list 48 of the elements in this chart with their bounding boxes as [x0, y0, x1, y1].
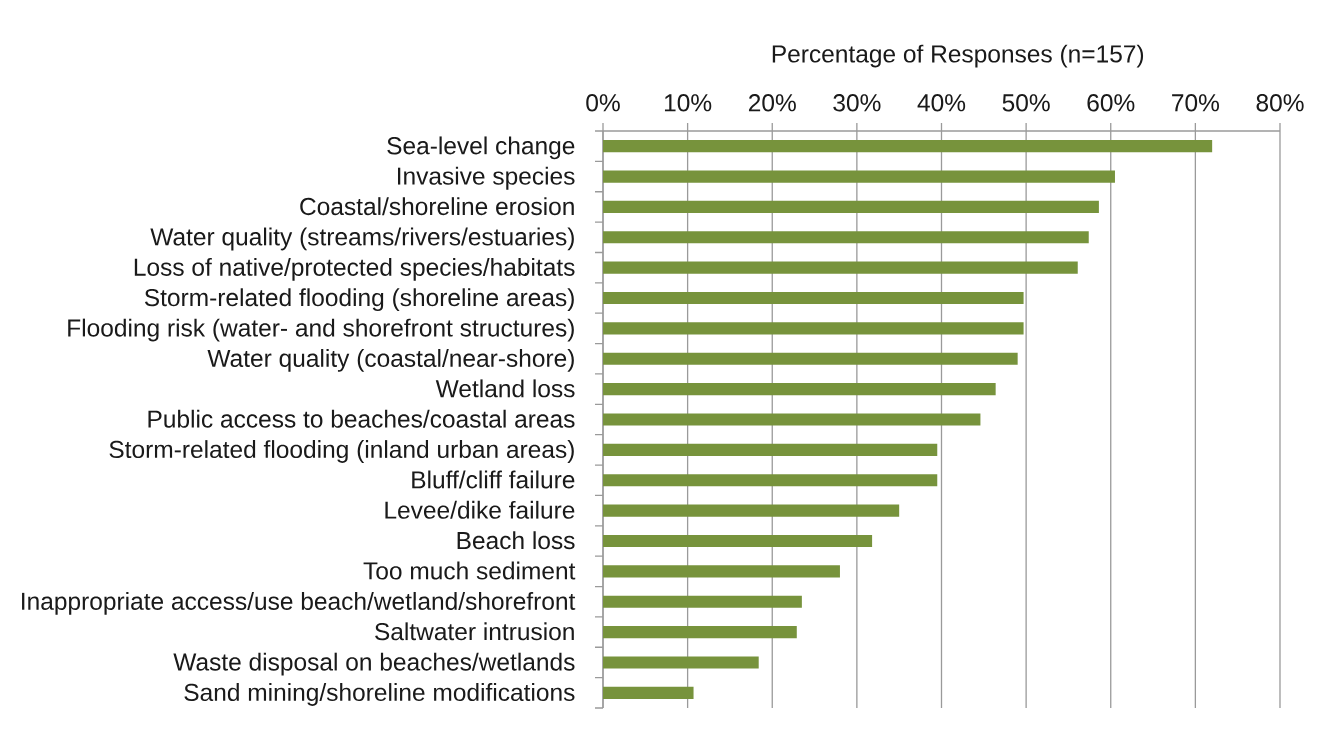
bar	[603, 170, 1115, 183]
y-tick-label: Public access to beaches/coastal areas	[148, 409, 575, 428]
bar	[603, 322, 1024, 335]
y-tick-label: Bluff/cliff failure	[412, 470, 575, 489]
x-tick-label: 20%	[748, 94, 796, 112]
bar	[603, 413, 981, 426]
y-tick-label: Coastal/shoreline erosion	[300, 197, 574, 216]
bar	[603, 474, 938, 487]
bar	[603, 291, 1024, 305]
x-axis-title: Percentage of Responses (n=157)	[772, 44, 1144, 68]
bar	[603, 200, 1099, 213]
y-tick-label: Waste disposal on beaches/wetlands	[173, 652, 575, 676]
bar	[603, 261, 1078, 274]
y-tick-label: Water quality (streams/rivers/estuaries)	[150, 227, 574, 251]
bar	[603, 383, 996, 396]
y-tick-label: Flooding risk (water- and shorefront structures)	[68, 318, 574, 342]
x-tick-label: 10%	[664, 94, 712, 112]
bar	[603, 656, 759, 669]
x-tick-label: 40%	[917, 94, 966, 112]
y-tick-label: Sea-level change	[387, 136, 575, 160]
bar	[603, 443, 938, 456]
bar	[603, 140, 1213, 153]
y-tick-label: Too much sediment	[363, 561, 576, 580]
y-tick-label: Invasive species	[397, 166, 575, 190]
y-tick-label: Sand mining/shoreline modifications	[184, 683, 575, 706]
x-tick-label: 30%	[833, 94, 881, 112]
bar	[603, 565, 840, 578]
x-tick-label: 50%	[1002, 94, 1050, 112]
bar	[603, 686, 694, 699]
x-tick-label: 0%	[586, 94, 620, 112]
bar	[603, 626, 797, 639]
y-tick-label: Saltwater intrusion	[375, 622, 574, 641]
x-tick-label: 70%	[1172, 94, 1219, 112]
x-tick-label: 60%	[1087, 94, 1135, 112]
y-tick-label: Storm-related flooding (inland urban areas)	[109, 440, 574, 463]
y-tick-label: Inappropriate access/use beach/wetland/shorefront	[22, 591, 576, 615]
y-tick-label: Water quality (coastal/near-shore)	[207, 349, 574, 372]
y-tick-label: Storm-related flooding (shoreline areas)	[144, 288, 574, 312]
y-tick-label: Levee/dike failure	[385, 500, 575, 519]
x-tick-label: 80%	[1256, 94, 1304, 112]
bar	[603, 504, 900, 517]
y-tick-label: Wetland loss	[435, 379, 575, 398]
bar	[603, 352, 1018, 365]
bar	[603, 534, 873, 548]
bar	[603, 231, 1089, 244]
y-tick-label: Loss of native/protected species/habitats	[134, 257, 575, 281]
bar	[603, 595, 802, 608]
y-tick-label: Beach loss	[457, 531, 575, 550]
